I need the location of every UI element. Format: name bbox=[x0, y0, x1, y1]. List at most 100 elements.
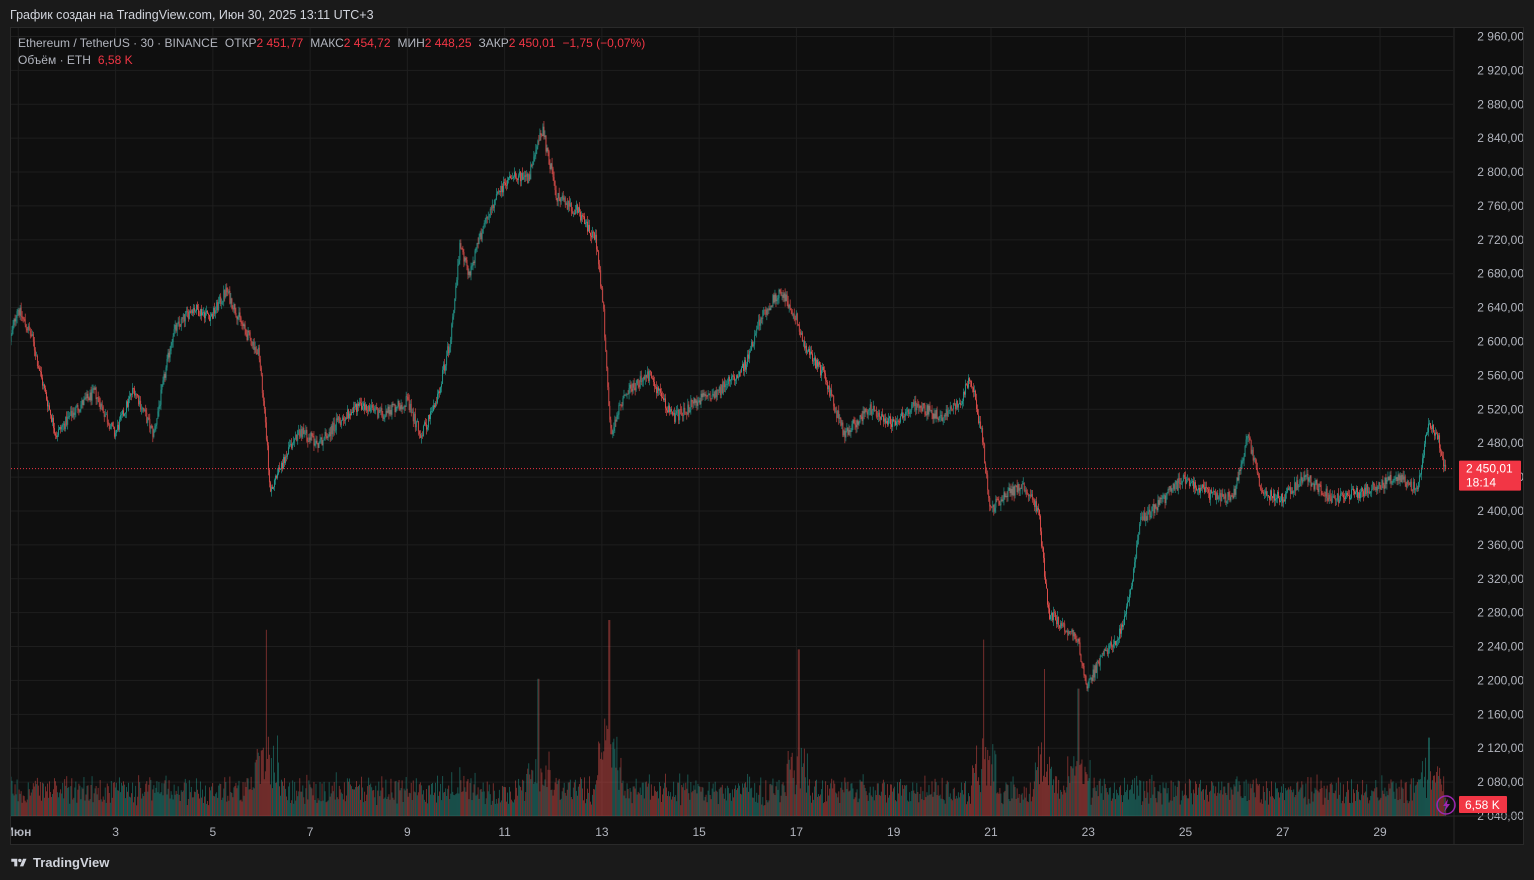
candle-body bbox=[625, 394, 627, 396]
candle bbox=[601, 284, 603, 291]
volume-bar bbox=[1420, 772, 1422, 816]
volume-bar bbox=[1194, 781, 1196, 816]
candle bbox=[65, 416, 67, 432]
volume-bar bbox=[1400, 779, 1402, 816]
volume-bar bbox=[598, 741, 600, 816]
candle-body bbox=[979, 421, 981, 423]
candle bbox=[868, 407, 870, 416]
chart-svg[interactable]: 2 960,002 920,002 880,002 840,002 800,00… bbox=[11, 28, 1523, 844]
volume-bar bbox=[1140, 780, 1142, 816]
candle bbox=[221, 298, 223, 310]
candle bbox=[594, 231, 596, 241]
candle-body bbox=[216, 302, 218, 311]
volume-bar bbox=[490, 804, 492, 816]
volume-bar bbox=[1066, 787, 1068, 816]
candle bbox=[812, 349, 813, 365]
candle bbox=[1045, 571, 1046, 584]
candle bbox=[375, 404, 377, 415]
candle bbox=[323, 436, 325, 441]
candle-body bbox=[153, 430, 155, 437]
candle-body bbox=[698, 400, 700, 403]
candle-body bbox=[430, 411, 431, 420]
volume-bar bbox=[410, 782, 412, 816]
candle bbox=[231, 297, 233, 310]
candle bbox=[1007, 487, 1009, 502]
volume-bar bbox=[1172, 782, 1174, 816]
candle bbox=[23, 316, 25, 322]
candle-body bbox=[327, 436, 329, 438]
candle bbox=[804, 341, 806, 354]
candle-body bbox=[1066, 630, 1068, 633]
candle bbox=[765, 306, 767, 318]
candle bbox=[632, 380, 634, 394]
candle bbox=[876, 410, 878, 420]
candle bbox=[844, 427, 846, 444]
candle-body bbox=[189, 311, 191, 313]
volume-bar bbox=[823, 803, 825, 816]
candle-body bbox=[30, 334, 32, 337]
volume-bar bbox=[501, 785, 503, 816]
chart-area[interactable]: 2 960,00 2 920,00 2 880,00 2 840,00 2 800,00… bbox=[10, 27, 1524, 845]
volume-bar bbox=[347, 781, 349, 816]
candle bbox=[113, 426, 115, 439]
candle-body bbox=[927, 405, 929, 415]
candle bbox=[544, 130, 546, 140]
volume-bar bbox=[320, 801, 322, 816]
candle-body bbox=[211, 313, 213, 317]
candle bbox=[650, 371, 652, 379]
candle-body bbox=[1113, 641, 1115, 645]
candle bbox=[558, 187, 560, 201]
candle bbox=[1128, 596, 1129, 603]
candle-body bbox=[522, 173, 524, 180]
volume-bar bbox=[99, 780, 101, 816]
candle bbox=[296, 434, 298, 442]
volume-bar bbox=[324, 791, 326, 816]
candle-body bbox=[644, 375, 646, 380]
candle bbox=[136, 393, 138, 400]
volume-bar bbox=[986, 785, 988, 816]
candle bbox=[797, 323, 799, 326]
candle bbox=[414, 408, 416, 432]
candle-body bbox=[1023, 483, 1025, 491]
candle bbox=[842, 420, 844, 438]
volume-bar bbox=[657, 798, 659, 816]
candle bbox=[297, 429, 299, 445]
candle bbox=[29, 327, 31, 339]
y-tick-label: 2 480,00 bbox=[1477, 436, 1523, 450]
candle-body bbox=[909, 412, 911, 415]
volume-bar bbox=[962, 794, 964, 816]
volume-bar bbox=[26, 799, 28, 816]
volume-bar bbox=[229, 776, 231, 816]
candle bbox=[606, 349, 608, 372]
volume-bar bbox=[255, 759, 257, 816]
candle bbox=[818, 359, 819, 369]
volume-bar bbox=[535, 759, 537, 816]
candle-body bbox=[487, 217, 489, 219]
candle bbox=[1091, 674, 1093, 685]
candle-body bbox=[633, 383, 635, 388]
candle-body bbox=[931, 410, 933, 414]
candle-body bbox=[668, 405, 669, 413]
volume-bar bbox=[614, 749, 616, 816]
candle-body bbox=[285, 456, 286, 464]
volume-bar bbox=[480, 788, 482, 816]
volume-bar bbox=[407, 796, 409, 816]
volume-bar bbox=[82, 788, 84, 816]
volume-bar bbox=[332, 791, 334, 816]
volume-bar bbox=[691, 792, 693, 816]
candle bbox=[956, 400, 958, 410]
volume-bar bbox=[1329, 784, 1331, 816]
volume-bar bbox=[61, 793, 63, 816]
volume-bar bbox=[492, 783, 494, 816]
volume-bar bbox=[635, 778, 637, 816]
candle bbox=[386, 408, 388, 417]
candle bbox=[206, 305, 207, 316]
volume-bar bbox=[818, 794, 819, 816]
candle-body bbox=[437, 393, 438, 403]
candle bbox=[884, 413, 886, 428]
candle-body bbox=[736, 375, 737, 380]
volume-bar bbox=[1259, 802, 1261, 816]
volume-bar bbox=[856, 789, 858, 816]
volume-bar bbox=[923, 800, 925, 816]
candle bbox=[753, 341, 755, 348]
